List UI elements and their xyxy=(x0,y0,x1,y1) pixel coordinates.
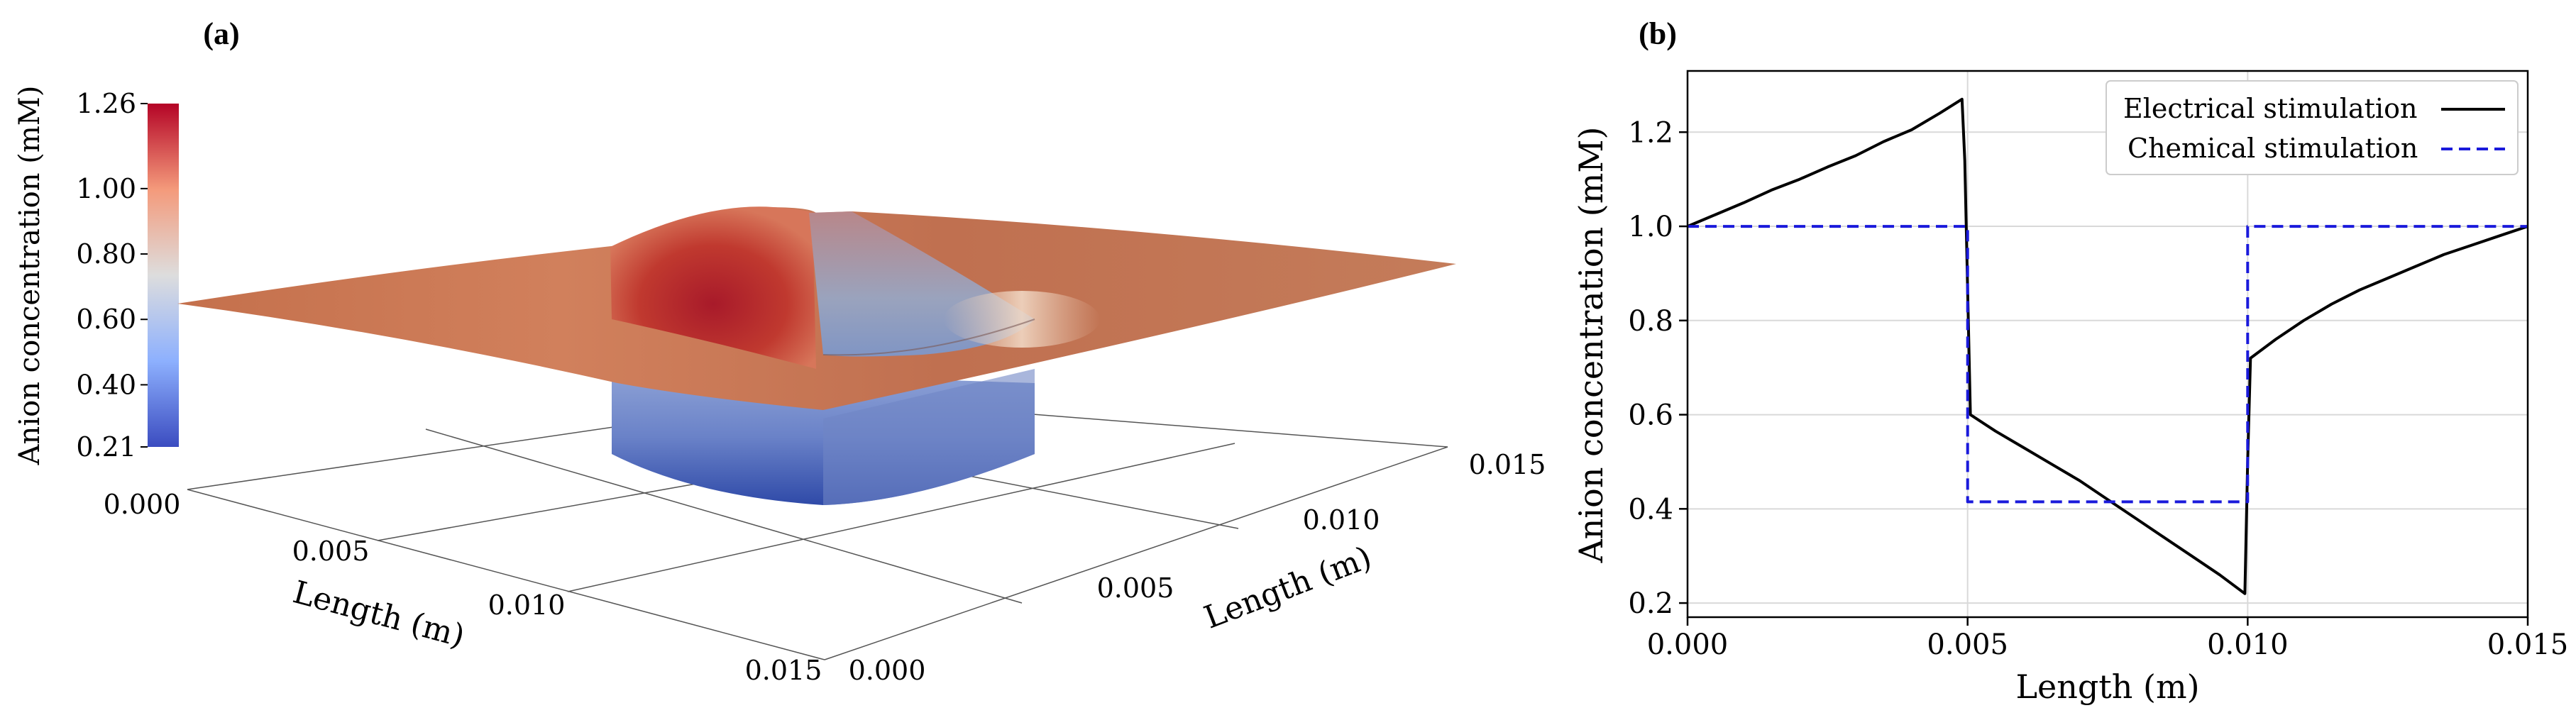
legend-label-chemical: Chemical stimulation xyxy=(2128,133,2418,164)
x-tick-label: 0.005 xyxy=(292,536,370,567)
ticks: 0.000 0.005 0.010 0.015 0.2 0.4 0.6 0.8 1.0 1.2 xyxy=(1628,116,2568,661)
legend: Electrical stimulation Chemical stimulat… xyxy=(2106,80,2519,175)
legend-label-electrical: Electrical stimulation xyxy=(2123,93,2417,124)
colorbar-tick-label: 0.21 xyxy=(76,431,136,463)
floor-grid-line xyxy=(425,428,1023,604)
y-tick-label: 0.6 xyxy=(1628,399,1673,432)
x-tick-label: 0.015 xyxy=(745,655,822,686)
x-tick-label: 0.010 xyxy=(2207,629,2289,661)
y-tick-label: 1.0 xyxy=(1628,211,1673,243)
panel-b-label: (b) xyxy=(1639,16,1677,51)
x-axis-label: Length (m) xyxy=(289,574,468,654)
plot-frame xyxy=(1686,70,2529,619)
colorbar: 1.26 1.00 0.80 0.60 0.40 0.21 Anion concentra… xyxy=(13,86,179,466)
y-axis-label: Length (m) xyxy=(1199,539,1377,636)
y-tick-label: 0.4 xyxy=(1628,493,1673,526)
colorbar-tick-label: 1.00 xyxy=(76,173,136,204)
x-tick-label: 0.015 xyxy=(2487,629,2569,661)
colorbar-tick-label: 1.26 xyxy=(76,88,136,119)
y-tick-label: 0.015 xyxy=(1469,449,1546,480)
y-tick-label: 0.8 xyxy=(1628,305,1673,338)
y-tick-label: 0.2 xyxy=(1628,587,1673,620)
colorbar-label: Anion concentration (mM) xyxy=(13,86,46,466)
y-axis-label: Anion concentration (mM) xyxy=(1572,127,1610,564)
surface-3d xyxy=(177,206,1456,505)
floor-edge-right xyxy=(824,446,1448,660)
colorbar-tick-label: 0.60 xyxy=(76,304,136,335)
x-tick-label: 0.000 xyxy=(104,489,181,520)
surface-plane xyxy=(177,206,1456,410)
series-group xyxy=(1687,97,2528,595)
panel-a-label: (a) xyxy=(203,16,239,51)
y-tick-label: 0.000 xyxy=(849,655,926,686)
floor-edge-left xyxy=(187,489,825,660)
legend-box xyxy=(2106,80,2519,175)
line-chart: 0.000 0.005 0.010 0.015 0.2 0.4 0.6 0.8 1.0 1.2 L… xyxy=(1572,70,2568,706)
colorbar-gradient xyxy=(148,104,179,447)
x-tick-label: 0.000 xyxy=(1647,629,1729,661)
surface-peak xyxy=(610,206,816,369)
y-tick-label: 0.010 xyxy=(1303,504,1380,536)
floor-grid-line xyxy=(567,443,1235,592)
y-tick-label: 0.005 xyxy=(1097,572,1174,604)
colorbar-tick-label: 0.40 xyxy=(76,369,136,400)
surface-glow xyxy=(944,291,1100,348)
well-rim xyxy=(822,319,1035,356)
y-tick-label: 1.2 xyxy=(1628,116,1673,149)
x-tick-label: 0.010 xyxy=(488,590,566,621)
well-wall-right xyxy=(823,369,1035,505)
colorbar-tick-label: 0.80 xyxy=(76,238,136,270)
series-electrical-line xyxy=(1687,97,2528,595)
x-tick-label: 0.005 xyxy=(1927,629,2008,661)
series-chemical-line xyxy=(1688,225,2528,504)
x-axis-label: Length (m) xyxy=(2015,668,2199,706)
